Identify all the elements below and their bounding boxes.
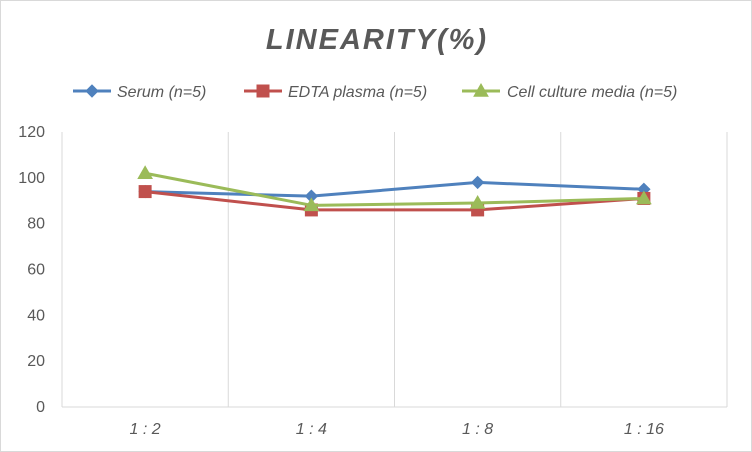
x-tick-label-3: 1 : 16	[624, 421, 664, 438]
plot-area: 0 20 40 60 80 100 120 1 : 2 1 : 4 1 : 8 1 : 16	[18, 124, 728, 438]
x-tick-label-0: 1 : 2	[130, 421, 161, 438]
legend-label-cell-culture-media-n-5: Cell culture media (n=5)	[507, 84, 677, 101]
legend-label-serum-n-5: Serum (n=5)	[117, 84, 206, 101]
series-line-cell-culture-media-n-5	[144, 171, 644, 207]
y-tick-label-100: 100	[18, 170, 45, 187]
legend-item-cell-culture-media-n-5: Cell culture media (n=5)	[462, 82, 677, 101]
chart-title: LINEARITY(%)	[266, 24, 488, 56]
legend-label-edta-plasma-n-5: EDTA plasma (n=5)	[288, 84, 427, 101]
x-tick-label-1: 1 : 4	[296, 421, 327, 438]
series-line-edta-plasma-n-5	[144, 190, 644, 212]
legend-marker-cell-culture-media-n-5	[473, 82, 489, 97]
data-point-serum-n-5-2	[470, 175, 485, 190]
y-tick-label-0: 0	[36, 399, 45, 416]
y-tick-label-20: 20	[27, 353, 45, 370]
y-tick-label-40: 40	[27, 307, 45, 324]
y-tick-label-80: 80	[27, 216, 45, 233]
legend-item-edta-plasma-n-5: EDTA plasma (n=5)	[244, 84, 427, 101]
data-point-cell-culture-media-n-5-0	[137, 165, 153, 179]
data-point-edta-plasma-n-5-0	[138, 185, 152, 199]
series-cell-culture-media-n-5	[137, 165, 652, 212]
data-point-cell-culture-media-n-5-2	[469, 195, 486, 209]
data-point-cell-culture-media-n-5-1	[303, 197, 320, 212]
legend: Serum (n=5) EDTA plasma (n=5) Cell culture…	[73, 82, 677, 101]
x-tick-label-2: 1 : 8	[462, 421, 493, 438]
legend-item-serum-n-5: Serum (n=5)	[73, 84, 206, 101]
legend-marker-serum-n-5	[85, 84, 99, 98]
series-line-serum-n-5	[145, 180, 644, 198]
legend-marker-edta-plasma-n-5	[256, 84, 270, 98]
data-point-cell-culture-media-n-5-3	[636, 190, 652, 205]
y-tick-label-120: 120	[18, 124, 45, 141]
y-tick-label-60: 60	[27, 262, 45, 279]
